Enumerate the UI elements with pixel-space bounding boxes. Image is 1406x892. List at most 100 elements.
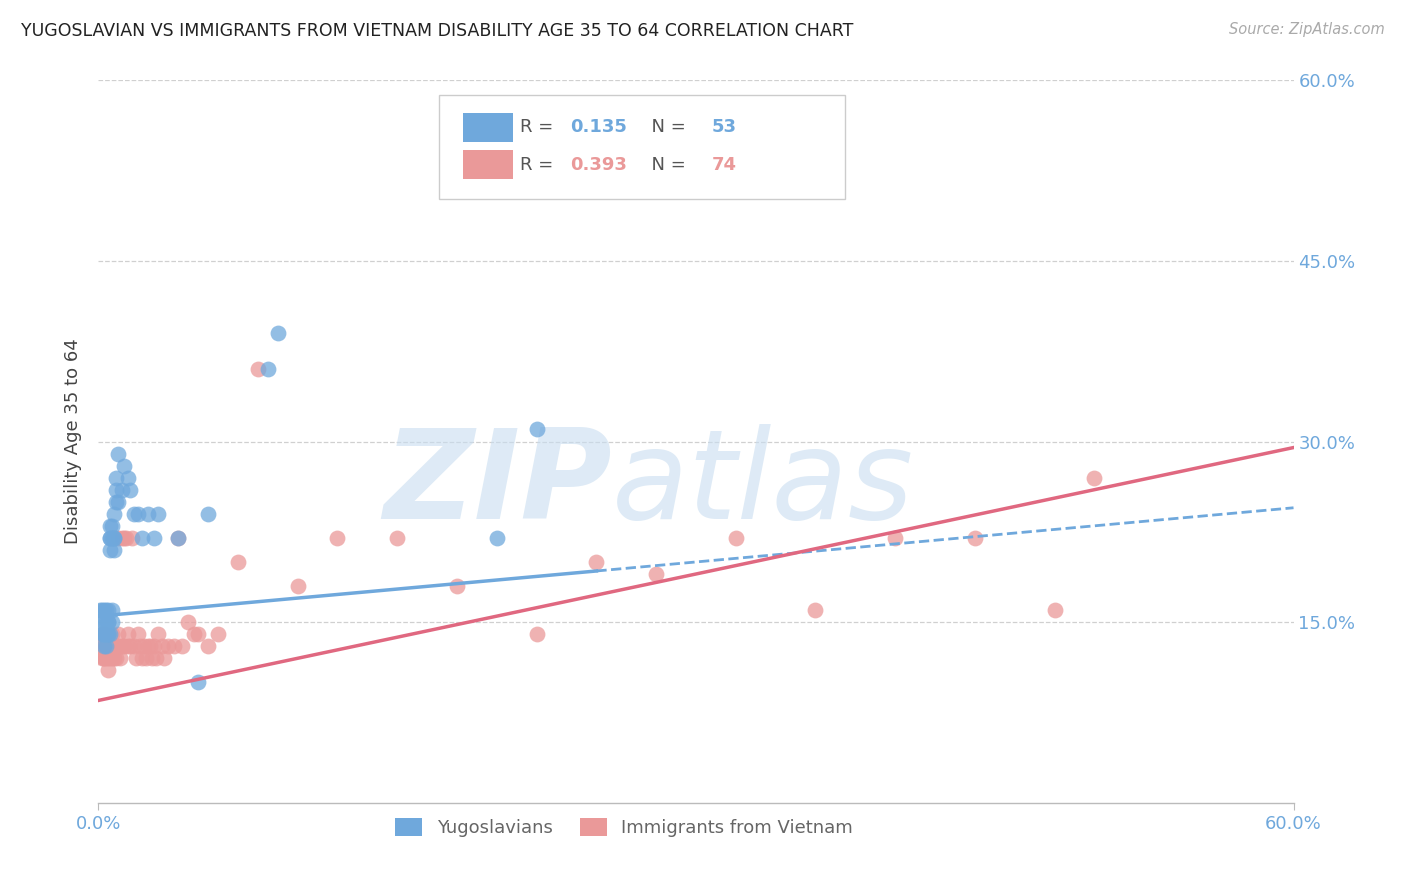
Point xyxy=(110,651,132,665)
Text: R =: R = xyxy=(520,119,560,136)
Point xyxy=(107,446,129,460)
Point xyxy=(121,531,143,545)
Point xyxy=(585,555,607,569)
Point xyxy=(884,531,907,545)
Point xyxy=(103,639,125,653)
Point xyxy=(145,651,167,665)
Point xyxy=(93,627,115,641)
Point xyxy=(150,639,173,653)
Point xyxy=(287,579,309,593)
FancyBboxPatch shape xyxy=(463,112,513,142)
Point xyxy=(91,627,114,641)
Point xyxy=(143,531,166,545)
Point xyxy=(98,639,122,653)
Text: atlas: atlas xyxy=(613,425,914,545)
FancyBboxPatch shape xyxy=(439,95,845,200)
Legend: Yugoslavians, Immigrants from Vietnam: Yugoslavians, Immigrants from Vietnam xyxy=(388,811,860,845)
Point xyxy=(136,507,159,521)
Point xyxy=(187,627,209,641)
Point xyxy=(93,639,115,653)
Point xyxy=(177,615,200,630)
Point xyxy=(96,639,118,653)
Point xyxy=(141,651,163,665)
Point xyxy=(526,627,548,641)
Point xyxy=(172,639,194,653)
Point xyxy=(101,615,124,630)
Point xyxy=(97,664,120,678)
Point xyxy=(963,531,986,545)
Point xyxy=(117,470,139,484)
Point xyxy=(105,470,128,484)
Point xyxy=(197,507,219,521)
Point xyxy=(134,639,156,653)
Point xyxy=(96,651,118,665)
Point xyxy=(256,362,278,376)
Point xyxy=(91,615,114,630)
Point xyxy=(267,326,290,340)
Point xyxy=(246,362,269,376)
Text: YUGOSLAVIAN VS IMMIGRANTS FROM VIETNAM DISABILITY AGE 35 TO 64 CORRELATION CHART: YUGOSLAVIAN VS IMMIGRANTS FROM VIETNAM D… xyxy=(21,22,853,40)
Point xyxy=(103,507,125,521)
Point xyxy=(135,651,157,665)
Point xyxy=(187,675,209,690)
Point xyxy=(124,507,146,521)
Point xyxy=(129,639,152,653)
Point xyxy=(97,615,120,630)
Point xyxy=(148,507,170,521)
Point xyxy=(107,627,129,641)
Point xyxy=(112,639,135,653)
Text: Source: ZipAtlas.com: Source: ZipAtlas.com xyxy=(1229,22,1385,37)
Text: 74: 74 xyxy=(711,156,737,174)
Point xyxy=(97,603,120,617)
Point xyxy=(96,615,118,630)
Point xyxy=(96,627,118,641)
Text: 53: 53 xyxy=(711,119,737,136)
Point xyxy=(645,567,668,582)
Point xyxy=(1083,470,1105,484)
Point xyxy=(91,627,114,641)
Point xyxy=(89,639,111,653)
Point xyxy=(96,603,118,617)
Point xyxy=(115,531,138,545)
Point xyxy=(101,603,124,617)
Point xyxy=(98,518,122,533)
Point xyxy=(101,639,124,653)
Text: 0.135: 0.135 xyxy=(571,119,627,136)
Point xyxy=(97,639,120,653)
Point xyxy=(136,639,159,653)
Point xyxy=(526,422,548,436)
Point xyxy=(98,627,122,641)
Point xyxy=(103,531,125,545)
Point xyxy=(97,651,120,665)
Point xyxy=(127,627,149,641)
Point xyxy=(111,531,134,545)
Point xyxy=(96,627,118,641)
Point xyxy=(103,542,125,557)
Point xyxy=(197,639,219,653)
Point xyxy=(183,627,205,641)
Point xyxy=(125,651,148,665)
Point xyxy=(117,639,139,653)
Point xyxy=(97,627,120,641)
Point xyxy=(91,603,114,617)
Point xyxy=(724,531,747,545)
Point xyxy=(103,531,125,545)
Point xyxy=(105,651,128,665)
Point xyxy=(131,531,153,545)
Point xyxy=(111,483,134,497)
Point xyxy=(167,531,190,545)
Point xyxy=(93,615,115,630)
Point xyxy=(93,603,115,617)
Text: N =: N = xyxy=(640,119,692,136)
Point xyxy=(207,627,229,641)
Point xyxy=(446,579,468,593)
Point xyxy=(485,531,508,545)
Point xyxy=(124,639,146,653)
Point xyxy=(91,651,114,665)
Point xyxy=(112,531,135,545)
Text: ZIP: ZIP xyxy=(384,425,613,545)
Point xyxy=(804,603,827,617)
FancyBboxPatch shape xyxy=(463,151,513,179)
Point xyxy=(105,639,128,653)
Point xyxy=(120,483,142,497)
